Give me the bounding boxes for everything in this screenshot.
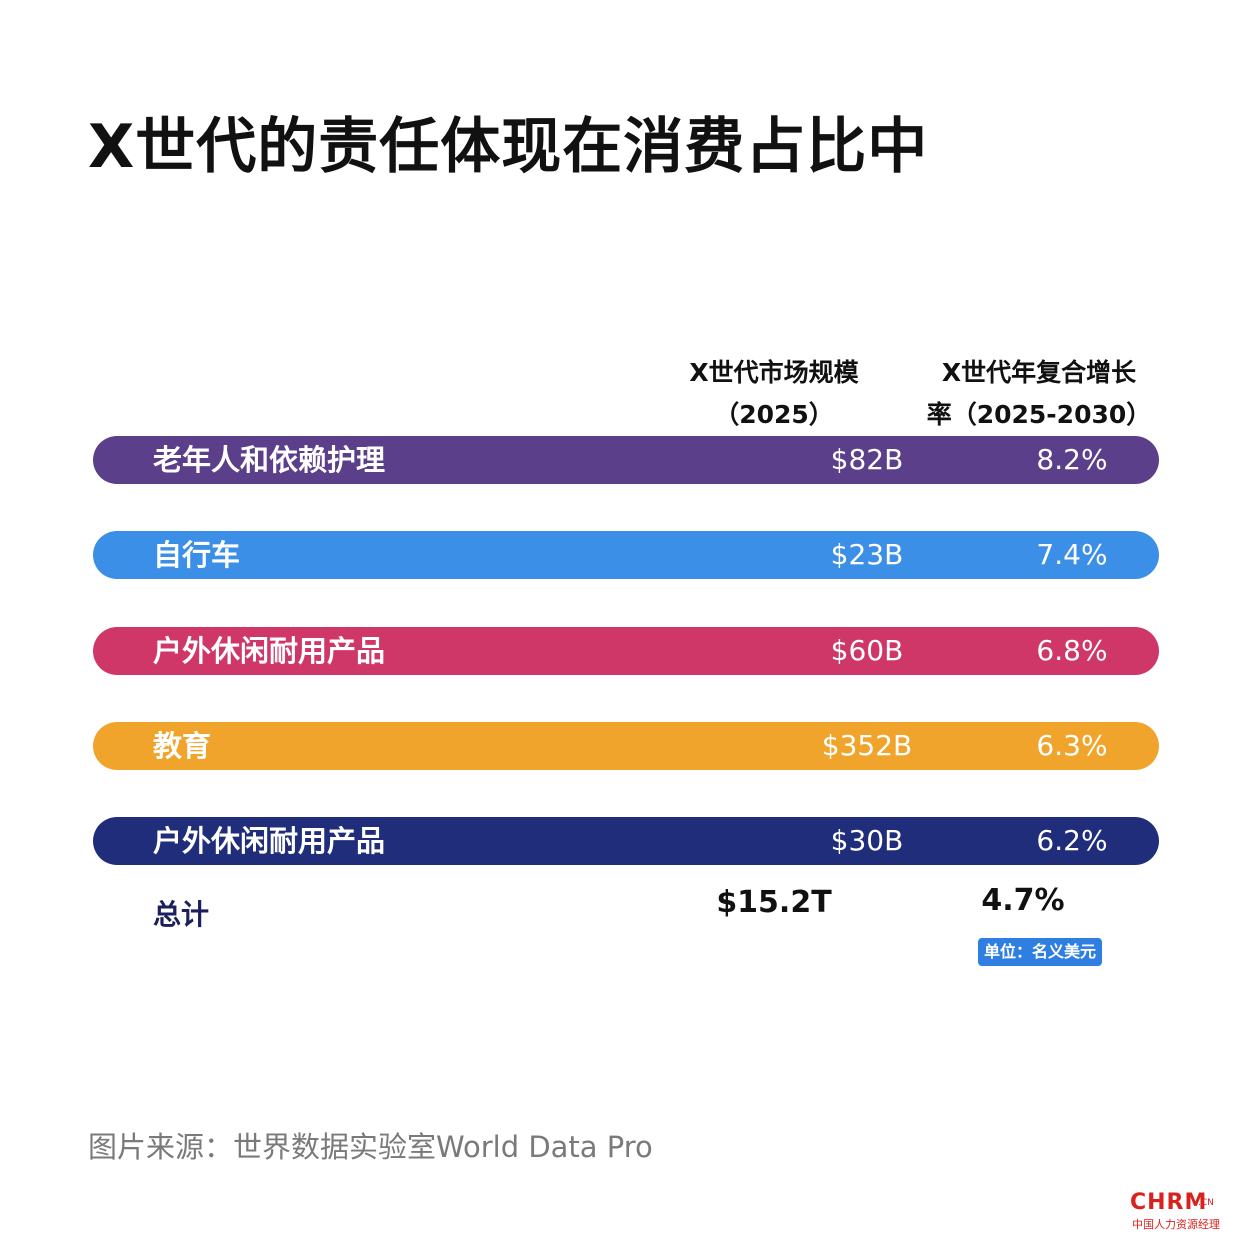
column-header-market-size: X世代市场规模 （2025） — [660, 352, 888, 436]
row-market-size: $23B — [830, 538, 904, 571]
chrm-logo: CHRM .CN 中国人力资源经理 — [1130, 1190, 1230, 1234]
table-row: 教育 $352B 6.3% — [93, 722, 1159, 770]
row-market-size: $60B — [830, 634, 904, 667]
row-cagr: 8.2% — [1036, 443, 1108, 476]
row-category-label: 自行车 — [153, 538, 241, 572]
table-row: 自行车 $23B 7.4% — [93, 531, 1159, 579]
column-header-market-size-line1: X世代市场规模 — [689, 358, 859, 387]
table-row: 老年人和依赖护理 $82B 8.2% — [93, 436, 1159, 484]
column-header-cagr: X世代年复合增长 率（2025-2030） — [920, 352, 1158, 436]
row-market-size: $352B — [821, 729, 913, 762]
source-caption: 图片来源：世界数据实验室World Data Pro — [88, 1130, 653, 1164]
row-category-label: 户外休闲耐用产品 — [153, 824, 386, 858]
total-market-size: $15.2T — [716, 885, 832, 920]
row-category-label: 老年人和依赖护理 — [153, 443, 386, 477]
column-header-market-size-line2: （2025） — [714, 400, 834, 429]
row-category-label: 户外休闲耐用产品 — [153, 634, 386, 668]
row-cagr: 7.4% — [1036, 538, 1108, 571]
column-header-cagr-line2: 率（2025-2030） — [926, 400, 1152, 429]
total-label: 总计 — [153, 898, 210, 931]
page-title: X世代的责任体现在消费占比中 — [88, 112, 929, 182]
row-market-size: $30B — [830, 824, 904, 857]
row-category-label: 教育 — [153, 729, 212, 763]
column-header-cagr-line1: X世代年复合增长 — [941, 358, 1137, 387]
table-row: 户外休闲耐用产品 $60B 6.8% — [93, 627, 1159, 675]
logo-subtitle: 中国人力资源经理 — [1132, 1218, 1220, 1231]
row-cagr: 6.3% — [1036, 729, 1108, 762]
total-cagr: 4.7% — [981, 883, 1065, 918]
unit-badge: 单位：名义美元 — [978, 938, 1103, 966]
table-row: 户外休闲耐用产品 $30B 6.2% — [93, 817, 1159, 865]
row-cagr: 6.8% — [1036, 634, 1108, 667]
row-cagr: 6.2% — [1036, 824, 1108, 857]
logo-suffix: .CN — [1198, 1198, 1214, 1208]
row-market-size: $82B — [830, 443, 904, 476]
logo-brand: CHRM — [1130, 1190, 1208, 1215]
